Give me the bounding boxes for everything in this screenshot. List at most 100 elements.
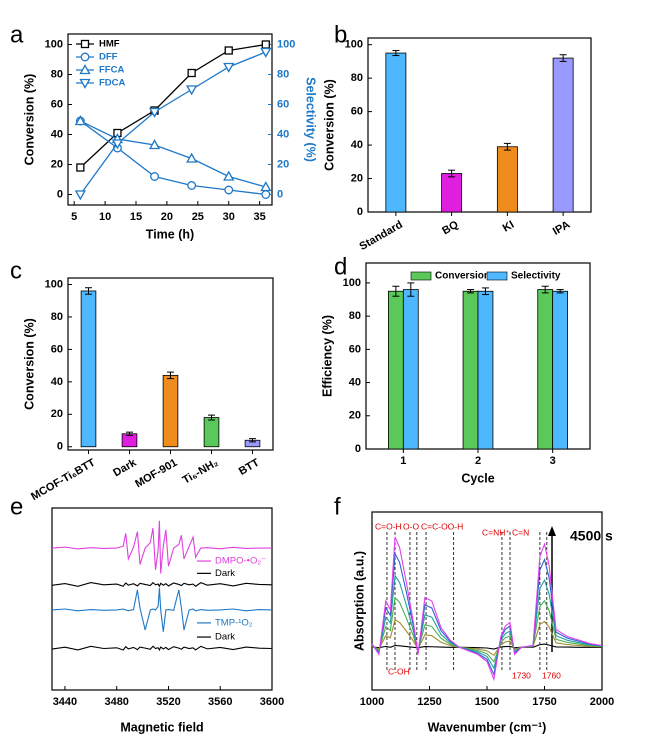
series-line bbox=[51, 645, 273, 652]
y-tick-label: 100 bbox=[45, 38, 63, 50]
marker bbox=[260, 181, 272, 192]
x-tick-label: BQ bbox=[440, 219, 461, 238]
x-tick-label: 2 bbox=[475, 455, 481, 467]
x-tick-label: 2000 bbox=[590, 696, 614, 708]
annotation: C=N bbox=[512, 527, 529, 537]
marker bbox=[111, 139, 124, 150]
series-line bbox=[371, 551, 603, 677]
bar bbox=[552, 57, 574, 213]
series-line bbox=[51, 520, 272, 574]
marker bbox=[74, 190, 86, 201]
series-line bbox=[371, 536, 603, 682]
y2-tick-label: 0 bbox=[277, 188, 283, 200]
series-line bbox=[51, 588, 273, 632]
panel-label: f bbox=[334, 493, 341, 520]
annotation: C=C-OO-H bbox=[421, 521, 463, 531]
y2-tick-label: 100 bbox=[277, 38, 295, 50]
marker bbox=[224, 46, 233, 55]
error-bar bbox=[481, 287, 489, 296]
y-tick-label: 20 bbox=[51, 158, 63, 170]
plot-frame bbox=[51, 507, 273, 691]
error-bar bbox=[467, 289, 475, 294]
marker bbox=[261, 190, 271, 199]
legend-label: Dark bbox=[215, 632, 235, 643]
y-axis-title: Conversion (%) bbox=[22, 74, 36, 166]
marker bbox=[79, 64, 91, 75]
x-tick-label: 3480 bbox=[104, 696, 128, 708]
x-tick-label: BTT bbox=[237, 457, 262, 478]
series-line bbox=[51, 581, 273, 588]
y-tick-label: 80 bbox=[351, 72, 363, 84]
error-bar bbox=[85, 287, 92, 295]
plot-frame bbox=[371, 511, 603, 691]
marker bbox=[150, 172, 159, 181]
marker bbox=[224, 185, 234, 195]
y-tick-label: 40 bbox=[351, 139, 363, 151]
bar bbox=[477, 290, 494, 450]
annotation: 4500 s bbox=[570, 528, 613, 544]
x-axis-title: Wavenumber (cm⁻¹) bbox=[428, 720, 547, 734]
bar bbox=[537, 289, 554, 450]
y-tick-label: 40 bbox=[51, 128, 63, 140]
x-tick-label: 3 bbox=[550, 455, 556, 467]
marker bbox=[223, 62, 235, 73]
legend-label: Dark bbox=[215, 568, 235, 579]
legend-label: HMF bbox=[99, 39, 120, 50]
legend-label: DMPO-•O₂⁻ bbox=[215, 556, 266, 567]
annotation: C-OH bbox=[388, 666, 410, 676]
x-tick-label: 10 bbox=[99, 211, 111, 223]
error-bar bbox=[208, 414, 215, 421]
error-bar bbox=[541, 285, 549, 294]
y-tick-label: 80 bbox=[51, 68, 63, 80]
x-tick-label: 1750 bbox=[532, 696, 556, 708]
x-tick-label: 1 bbox=[400, 455, 406, 467]
y-tick-label: 20 bbox=[51, 408, 63, 420]
y2-tick-label: 60 bbox=[277, 98, 289, 110]
x-tick-label: Standard bbox=[358, 219, 405, 253]
x-tick-label: 5 bbox=[71, 211, 77, 223]
bar bbox=[441, 173, 463, 213]
panel-label: a bbox=[10, 21, 24, 48]
legend-label: FFCA bbox=[99, 65, 124, 76]
bar bbox=[162, 374, 179, 448]
x-tick-label: 30 bbox=[223, 211, 235, 223]
marker bbox=[148, 107, 161, 118]
y-tick-label: 0 bbox=[357, 206, 363, 218]
error-bar bbox=[392, 50, 400, 57]
series-line bbox=[79, 43, 266, 168]
y-tick-label: 60 bbox=[349, 343, 361, 355]
legend-label: Selectivity bbox=[511, 271, 561, 282]
marker bbox=[79, 78, 91, 89]
y-tick-label: 0 bbox=[57, 188, 63, 200]
y-tick-label: 0 bbox=[355, 443, 361, 455]
error-bar bbox=[559, 54, 567, 62]
marker bbox=[187, 68, 196, 78]
time-arrow-head bbox=[548, 526, 556, 536]
marker bbox=[74, 115, 86, 126]
series-line bbox=[79, 120, 266, 196]
y2-tick-label: 40 bbox=[277, 128, 289, 140]
panel-label: b bbox=[334, 21, 347, 48]
legend-swatch bbox=[410, 271, 432, 281]
error-bar bbox=[503, 142, 511, 151]
bar bbox=[462, 290, 479, 450]
y2-tick-label: 80 bbox=[277, 68, 289, 80]
error-bar bbox=[392, 285, 400, 297]
annotation: 1760 bbox=[542, 670, 561, 680]
series-line bbox=[371, 573, 603, 670]
y-tick-label: 20 bbox=[351, 172, 363, 184]
x-tick-label: 1250 bbox=[417, 696, 441, 708]
x-axis-title: Magnetic field bbox=[120, 720, 203, 734]
x-tick-label: 25 bbox=[192, 211, 204, 223]
annotation: O-O bbox=[403, 521, 419, 531]
x-tick-label: Ti₆-NH₂ bbox=[181, 457, 221, 487]
x-tick-label: KI bbox=[501, 219, 517, 235]
x-tick-label: 3560 bbox=[208, 696, 232, 708]
y-tick-label: 20 bbox=[349, 410, 361, 422]
x-tick-label: 3600 bbox=[260, 696, 284, 708]
marker bbox=[80, 39, 90, 49]
y-tick-label: 40 bbox=[349, 376, 361, 388]
bar bbox=[552, 290, 569, 450]
y-tick-label: 100 bbox=[45, 278, 63, 290]
